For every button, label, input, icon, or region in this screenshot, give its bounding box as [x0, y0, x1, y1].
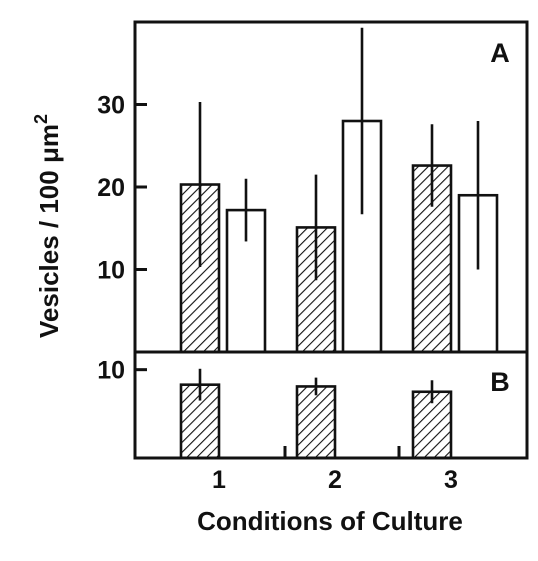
bar-b-hatched-2	[295, 385, 337, 460]
y-axis-title-superscript: 2	[31, 114, 51, 124]
panel-b-label: B	[490, 367, 510, 397]
y-axis-title: Vesicles / 100 μm2	[31, 114, 64, 338]
panel-a-label: A	[490, 38, 510, 68]
y-tick-label-a-20: 20	[97, 174, 125, 202]
frame-border	[133, 20, 529, 460]
panel-a-marks	[179, 27, 499, 354]
y-tick-label-a-30: 30	[97, 92, 125, 120]
x-axis-title: Conditions of Culture	[197, 506, 463, 536]
panel-b-marks	[179, 368, 453, 460]
bar-a-open-2	[341, 119, 383, 354]
plot-frame	[133, 20, 529, 460]
x-tick-label-3: 3	[444, 466, 458, 494]
x-tick-label-2: 2	[328, 466, 342, 494]
y-tick-label-a-10: 10	[97, 257, 125, 285]
x-tick-label-1: 1	[212, 466, 226, 494]
axis-ticks: 10 20 30 10 1 2 3	[97, 92, 458, 495]
y-axis-title-main: Vesicles / 100 μm	[34, 124, 64, 338]
y-tick-label-b-10: 10	[97, 357, 125, 385]
